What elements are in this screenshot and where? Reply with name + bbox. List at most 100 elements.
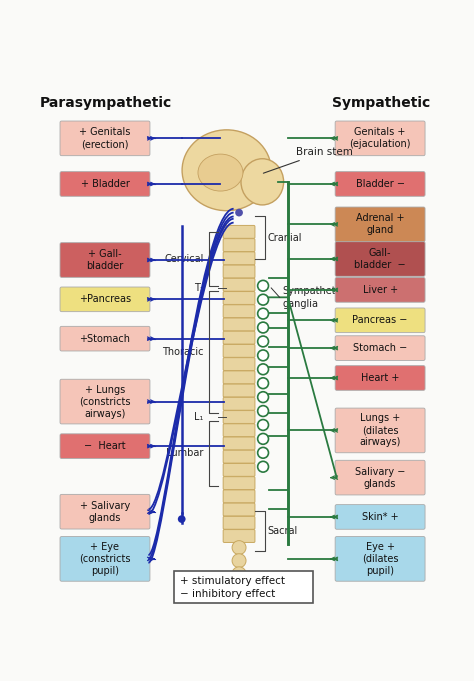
FancyBboxPatch shape bbox=[335, 460, 425, 495]
FancyBboxPatch shape bbox=[60, 434, 150, 458]
FancyBboxPatch shape bbox=[60, 494, 150, 529]
Circle shape bbox=[232, 580, 246, 594]
FancyBboxPatch shape bbox=[223, 530, 255, 543]
Circle shape bbox=[232, 567, 246, 581]
Text: Liver +: Liver + bbox=[363, 285, 398, 295]
Circle shape bbox=[258, 406, 268, 417]
Text: Bladder −: Bladder − bbox=[356, 179, 405, 189]
FancyBboxPatch shape bbox=[223, 265, 255, 278]
Circle shape bbox=[258, 447, 268, 458]
Text: + stimulatory effect: + stimulatory effect bbox=[180, 575, 285, 586]
Circle shape bbox=[232, 554, 246, 567]
FancyBboxPatch shape bbox=[223, 358, 255, 370]
Text: Stomach −: Stomach − bbox=[353, 343, 407, 353]
Text: Parasympathetic: Parasympathetic bbox=[40, 95, 172, 110]
Text: Gall-
bladder  −: Gall- bladder − bbox=[354, 248, 406, 270]
Circle shape bbox=[258, 308, 268, 319]
FancyBboxPatch shape bbox=[223, 490, 255, 503]
FancyBboxPatch shape bbox=[223, 305, 255, 317]
Text: Salivary −
glands: Salivary − glands bbox=[355, 466, 405, 489]
Circle shape bbox=[258, 364, 268, 375]
Text: + Eye
(constricts
pupil): + Eye (constricts pupil) bbox=[79, 542, 131, 576]
Circle shape bbox=[258, 434, 268, 444]
Circle shape bbox=[258, 322, 268, 333]
Circle shape bbox=[258, 281, 268, 291]
Text: Cervical: Cervical bbox=[164, 254, 203, 264]
Text: Genitals +
(ejaculation): Genitals + (ejaculation) bbox=[349, 127, 411, 149]
Ellipse shape bbox=[241, 159, 283, 205]
FancyBboxPatch shape bbox=[60, 537, 150, 581]
FancyBboxPatch shape bbox=[60, 172, 150, 196]
Text: +Pancreas: +Pancreas bbox=[79, 294, 131, 304]
FancyBboxPatch shape bbox=[223, 331, 255, 344]
Text: − inhibitory effect: − inhibitory effect bbox=[180, 589, 275, 599]
FancyBboxPatch shape bbox=[60, 242, 150, 277]
FancyBboxPatch shape bbox=[223, 291, 255, 304]
FancyBboxPatch shape bbox=[60, 121, 150, 156]
Circle shape bbox=[258, 378, 268, 389]
Circle shape bbox=[258, 336, 268, 347]
FancyBboxPatch shape bbox=[223, 397, 255, 410]
Text: + Salivary
glands: + Salivary glands bbox=[80, 501, 130, 523]
Text: + Gall-
bladder: + Gall- bladder bbox=[86, 249, 124, 271]
Circle shape bbox=[258, 392, 268, 402]
Text: Eye +
(dilates
pupil): Eye + (dilates pupil) bbox=[362, 542, 398, 576]
Circle shape bbox=[232, 541, 246, 554]
Text: Heart +: Heart + bbox=[361, 373, 399, 383]
Circle shape bbox=[178, 516, 186, 523]
Text: Lungs +
(dilates
airways): Lungs + (dilates airways) bbox=[359, 413, 401, 447]
Text: Sacral: Sacral bbox=[268, 526, 298, 537]
Text: Skin* +: Skin* + bbox=[362, 512, 399, 522]
FancyBboxPatch shape bbox=[335, 242, 425, 276]
FancyBboxPatch shape bbox=[223, 516, 255, 529]
Text: L₁: L₁ bbox=[194, 412, 203, 422]
FancyBboxPatch shape bbox=[335, 121, 425, 156]
FancyBboxPatch shape bbox=[223, 464, 255, 476]
FancyBboxPatch shape bbox=[223, 503, 255, 516]
FancyBboxPatch shape bbox=[60, 379, 150, 424]
Text: + Genitals
(erection): + Genitals (erection) bbox=[79, 127, 131, 149]
FancyBboxPatch shape bbox=[223, 279, 255, 291]
Text: Sympathetic: Sympathetic bbox=[332, 95, 430, 110]
Circle shape bbox=[258, 419, 268, 430]
Ellipse shape bbox=[198, 154, 243, 191]
FancyBboxPatch shape bbox=[223, 437, 255, 450]
FancyBboxPatch shape bbox=[223, 450, 255, 463]
FancyBboxPatch shape bbox=[60, 287, 150, 312]
Text: + Lungs
(constricts
airways): + Lungs (constricts airways) bbox=[79, 385, 131, 419]
FancyBboxPatch shape bbox=[335, 336, 425, 360]
FancyBboxPatch shape bbox=[335, 408, 425, 453]
Text: Brain stem: Brain stem bbox=[264, 147, 353, 173]
FancyBboxPatch shape bbox=[335, 278, 425, 302]
FancyBboxPatch shape bbox=[174, 571, 313, 603]
Text: −  Heart: − Heart bbox=[84, 441, 126, 451]
FancyBboxPatch shape bbox=[223, 384, 255, 397]
FancyBboxPatch shape bbox=[223, 238, 255, 251]
Text: Cranial: Cranial bbox=[268, 233, 302, 242]
FancyBboxPatch shape bbox=[60, 326, 150, 351]
Circle shape bbox=[258, 350, 268, 361]
Text: Adrenal +
gland: Adrenal + gland bbox=[356, 213, 404, 236]
Text: Sympathetic
ganglia: Sympathetic ganglia bbox=[283, 286, 344, 308]
Text: + Bladder: + Bladder bbox=[81, 179, 129, 189]
Text: T₁: T₁ bbox=[194, 283, 203, 293]
FancyBboxPatch shape bbox=[335, 308, 425, 332]
Text: +Stomach: +Stomach bbox=[80, 334, 130, 344]
Text: Lumbar: Lumbar bbox=[166, 448, 203, 458]
FancyBboxPatch shape bbox=[223, 477, 255, 490]
FancyBboxPatch shape bbox=[335, 505, 425, 529]
FancyBboxPatch shape bbox=[335, 172, 425, 196]
FancyBboxPatch shape bbox=[335, 537, 425, 581]
FancyBboxPatch shape bbox=[335, 207, 425, 242]
Text: Pancreas −: Pancreas − bbox=[352, 315, 408, 326]
FancyBboxPatch shape bbox=[223, 371, 255, 384]
Circle shape bbox=[235, 209, 243, 217]
Circle shape bbox=[258, 461, 268, 472]
FancyBboxPatch shape bbox=[335, 366, 425, 390]
FancyBboxPatch shape bbox=[223, 252, 255, 265]
FancyBboxPatch shape bbox=[223, 318, 255, 331]
Ellipse shape bbox=[182, 130, 271, 210]
Text: Thoracic: Thoracic bbox=[162, 347, 203, 357]
Circle shape bbox=[258, 294, 268, 305]
FancyBboxPatch shape bbox=[223, 424, 255, 437]
